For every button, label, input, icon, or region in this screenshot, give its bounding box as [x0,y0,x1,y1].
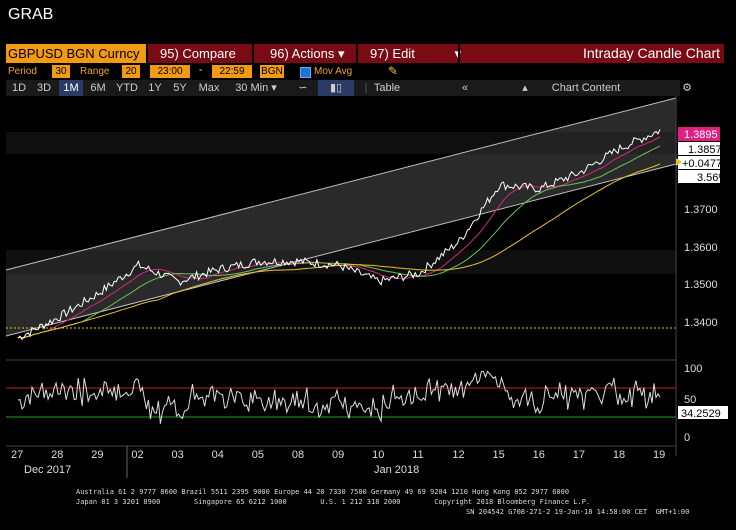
month-label-dec: Dec 2017 [24,464,71,476]
range-button-max[interactable]: Max [198,82,220,94]
range-button-3d[interactable]: 3D [36,82,52,94]
x-tick: 05 [252,449,264,461]
y-tick: 1.3600 [684,242,718,254]
channel-upper [5,97,677,271]
x-tick: 29 [91,449,103,461]
x-tick: 15 [493,449,505,461]
period-label: Period [8,66,37,77]
mov-avg-label: Mov Avg [314,66,353,77]
menu-separator [146,44,148,63]
range-button-6m[interactable]: 6M [90,82,106,94]
rsi-value: 34.2529 [681,408,721,420]
rsi-tick: 100 [684,363,702,375]
pen-icon[interactable]: ✎ [388,64,399,78]
x-tick: 03 [172,449,184,461]
source-field[interactable]: BGN [260,65,284,78]
time-dash: - [199,65,203,76]
range-button-1m[interactable]: 1M [59,80,83,96]
chart-type-title: Intraday Candle Chart [583,45,720,61]
x-tick: 18 [613,449,625,461]
line-chart-icon[interactable]: ∽ [298,82,308,94]
x-tick: 04 [212,449,224,461]
month-label-jan: Jan 2018 [374,464,419,476]
chart-content-button[interactable]: Chart Content [551,82,621,94]
price-line [17,129,661,341]
rsi-series [17,370,661,424]
chart-content-icon: ▴ [522,82,528,94]
last-price: 1.3895 [684,129,718,141]
channel-lower [5,163,677,337]
compare-menu[interactable]: 95) Compare [160,46,236,61]
collapse-left-icon[interactable]: « [461,82,469,94]
mov-avg-checkbox[interactable] [300,67,311,78]
band [6,250,676,274]
toolbar-divider: | [364,82,368,94]
menu-separator [356,44,358,63]
menu-separator [458,44,460,63]
y-tick: 1.3500 [684,279,718,291]
range-button-1y[interactable]: 1Y [148,82,162,94]
x-tick: 08 [292,449,304,461]
grab-label: GRAB [8,6,54,23]
x-tick: 16 [533,449,545,461]
change-tag [678,156,720,169]
y-tick: 1.3400 [684,317,718,329]
rsi-tick: 0 [684,432,690,444]
edit-menu[interactable]: 97) Edit ▾ [370,44,461,63]
settings-gear-icon[interactable]: ⚙ [680,80,694,96]
start-time-field[interactable]: 23:00 [150,65,190,78]
x-tick: 17 [573,449,585,461]
rsi-tick: 50 [684,394,696,406]
edit-label: 97) Edit [370,46,415,61]
interval-label: 30 Min [235,82,269,94]
x-tick: 10 [372,449,384,461]
ma-value: 1.3857 [688,144,722,156]
candle-chart-icon[interactable]: ▮▯ [318,80,354,96]
footer-contacts-1: Australia 61 2 9777 8600 Brazil 5511 239… [76,488,570,496]
menu-separator [252,44,254,63]
x-tick: 19 [653,449,665,461]
band [6,132,676,154]
x-tick: 02 [131,449,143,461]
ticker-field[interactable]: GBPUSD BGN Curncy [6,44,146,63]
table-button[interactable]: Table [373,82,401,94]
x-axis-ticks: 27 28 29 02 03 04 05 08 09 10 11 12 15 16 17 18 19 [11,449,665,461]
title-bar [6,44,724,63]
actions-label: 96) Actions [270,46,335,61]
actions-menu[interactable]: 96) Actions ▾ [270,44,344,63]
chevron-down-icon: ▾ [337,46,345,61]
chart-canvas[interactable]: 1.3700 1.3600 1.3500 1.3400 1.3895 1.385… [0,96,736,484]
range-button-5y[interactable]: 5Y [173,82,187,94]
x-tick: 11 [412,449,423,461]
change-pct: 3.56% [697,172,728,184]
change-pct-tag [678,170,720,183]
last-price-tag [678,127,720,141]
x-tick: 12 [452,449,464,461]
x-tick: 27 [11,449,23,461]
x-tick: 28 [51,449,63,461]
chevron-down-icon: ▾ [271,82,277,94]
y-tick: 1.3700 [684,204,718,216]
ma-pointer-icon [676,158,682,166]
interval-select[interactable]: 30 Min ▾ [227,80,285,96]
end-time-field[interactable]: 22:59 [212,65,252,78]
chevron-down-icon: ▾ [454,46,461,61]
period-field[interactable]: 30 [52,65,70,78]
change-value: +0.0477 [682,158,722,170]
rsi-line [17,370,661,424]
range-label: Range [80,66,110,77]
ma-mid-line [17,145,661,339]
x-tick: 09 [332,449,344,461]
price-series [17,129,661,341]
ma-value-tag [678,142,720,155]
range-button-ytd[interactable]: YTD [116,82,138,94]
footer-contacts-2: Japan 81 3 3201 8900 Singapore 65 6212 1… [76,498,591,506]
footer-sn: SN 204542 G708-271-2 19-Jan-18 14:58:00 … [466,508,690,516]
range-field[interactable]: 20 [122,65,140,78]
range-button-1d[interactable]: 1D [11,82,27,94]
rsi-value-tag [678,406,728,419]
